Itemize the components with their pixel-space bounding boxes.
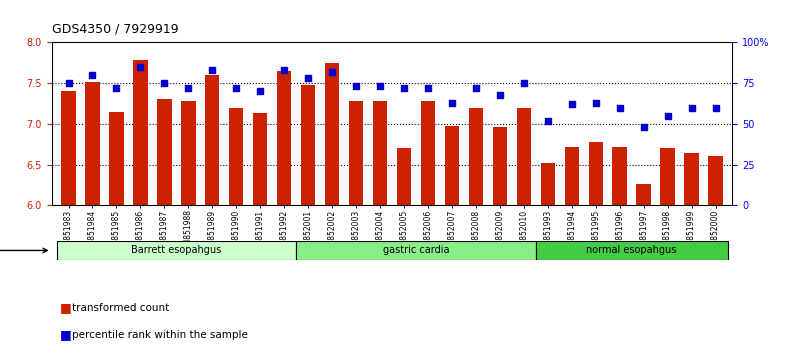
Bar <box>493 127 507 205</box>
Bar <box>540 163 555 205</box>
Bar <box>301 85 315 205</box>
Point <box>565 102 578 107</box>
Bar <box>469 108 483 205</box>
Point <box>206 67 219 73</box>
Point <box>254 88 267 94</box>
Text: gastric cardia: gastric cardia <box>383 245 449 256</box>
Point <box>134 64 146 70</box>
Bar <box>349 101 363 205</box>
Bar <box>277 71 291 205</box>
Bar <box>325 63 339 205</box>
Text: ■: ■ <box>60 328 72 341</box>
Bar <box>517 108 531 205</box>
Bar <box>253 113 267 205</box>
Text: normal esopahgus: normal esopahgus <box>587 245 677 256</box>
Point <box>517 80 530 86</box>
Bar <box>421 101 435 205</box>
Text: tissue: tissue <box>0 245 48 256</box>
Point <box>302 75 314 81</box>
Point <box>638 124 650 130</box>
Bar <box>205 75 220 205</box>
Bar <box>445 126 459 205</box>
Bar <box>157 99 172 205</box>
Bar <box>61 91 76 205</box>
Point <box>614 105 626 110</box>
Point <box>494 92 506 97</box>
Text: Barrett esopahgus: Barrett esopahgus <box>131 245 221 256</box>
Text: ■: ■ <box>60 302 72 314</box>
Bar <box>685 153 699 205</box>
Text: transformed count: transformed count <box>72 303 169 313</box>
Point <box>326 69 338 75</box>
Point <box>709 105 722 110</box>
Point <box>398 85 411 91</box>
Bar <box>397 148 412 205</box>
Point <box>278 67 291 73</box>
Bar <box>373 101 387 205</box>
Point <box>349 84 362 89</box>
Bar <box>564 147 579 205</box>
Bar <box>181 101 196 205</box>
Point <box>230 85 243 91</box>
Point <box>685 105 698 110</box>
Point <box>422 85 435 91</box>
Bar <box>109 112 123 205</box>
Bar <box>229 108 244 205</box>
Point <box>446 100 458 105</box>
Bar <box>637 184 651 205</box>
Text: GDS4350 / 7929919: GDS4350 / 7929919 <box>52 22 178 35</box>
Point <box>373 84 386 89</box>
Point <box>589 100 602 105</box>
Bar <box>708 156 723 205</box>
Bar <box>661 148 675 205</box>
Point <box>158 80 170 86</box>
Point <box>541 118 554 124</box>
Bar <box>536 241 728 260</box>
Bar <box>57 241 296 260</box>
Point <box>661 113 674 119</box>
Text: percentile rank within the sample: percentile rank within the sample <box>72 330 248 339</box>
Point <box>86 72 99 78</box>
Bar <box>85 81 100 205</box>
Point <box>62 80 75 86</box>
Point <box>110 85 123 91</box>
Point <box>182 85 195 91</box>
Bar <box>612 147 627 205</box>
Bar <box>588 142 603 205</box>
Bar <box>133 61 147 205</box>
Point <box>470 85 482 91</box>
Bar <box>296 241 536 260</box>
